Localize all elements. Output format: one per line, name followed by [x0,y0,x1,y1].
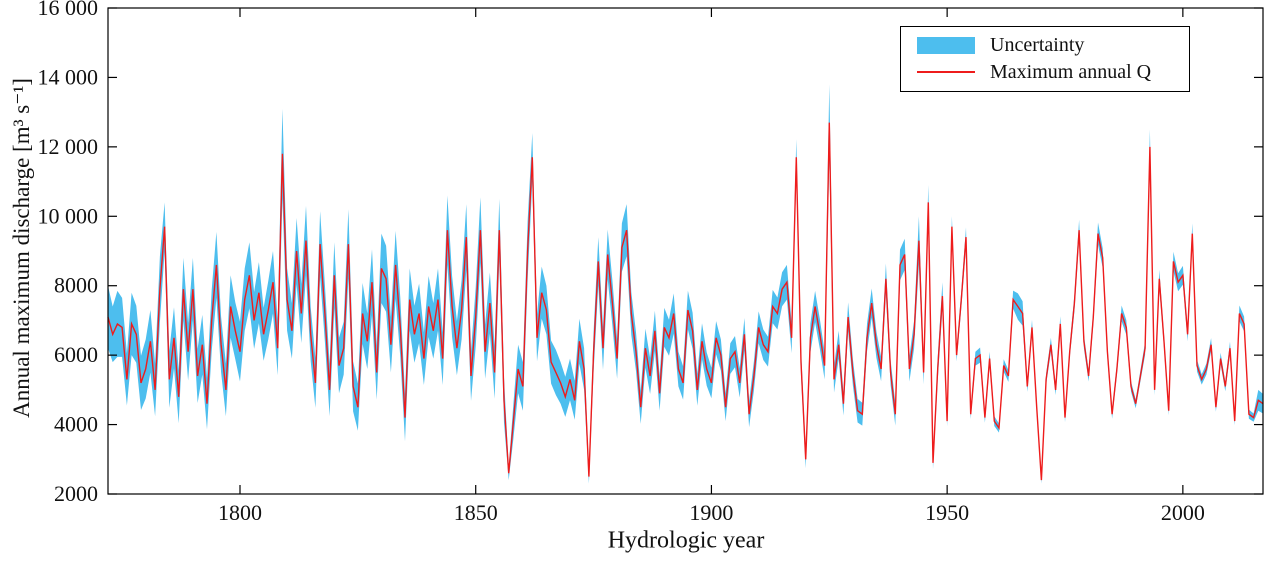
x-tick-label: 1850 [454,500,498,525]
max-annual-q-swatch-icon [917,70,975,74]
uncertainty-band [108,84,1263,484]
y-tick-label: 14 000 [38,64,99,89]
y-axis-label: Annual maximum discharge [m³ s⁻¹] [9,78,34,418]
y-tick-label: 8000 [54,273,98,298]
legend: Uncertainty Maximum annual Q [900,26,1190,92]
uncertainty-swatch-icon [917,37,975,55]
axes-box [107,7,1264,495]
x-tick-label: 1900 [689,500,733,525]
y-tick-label: 2000 [54,481,98,506]
y-tick-label: 16 000 [38,0,99,20]
x-tick-label: 1950 [925,500,969,525]
y-tick-label: 10 000 [38,203,99,228]
y-tick-label: 12 000 [38,134,99,159]
legend-entry-max-annual-q: Maximum annual Q [901,61,1189,84]
legend-label-max-annual-q: Maximum annual Q [990,60,1152,83]
x-axis-label: Hydrologic year [607,527,765,554]
x-tick-label: 1800 [218,500,262,525]
y-tick-label: 4000 [54,412,98,437]
y-tick-label: 6000 [54,342,98,367]
legend-label-uncertainty: Uncertainty [990,34,1085,57]
x-tick-label: 2000 [1161,500,1205,525]
max-annual-q-line [107,122,1264,481]
legend-entry-uncertainty: Uncertainty [901,34,1189,57]
